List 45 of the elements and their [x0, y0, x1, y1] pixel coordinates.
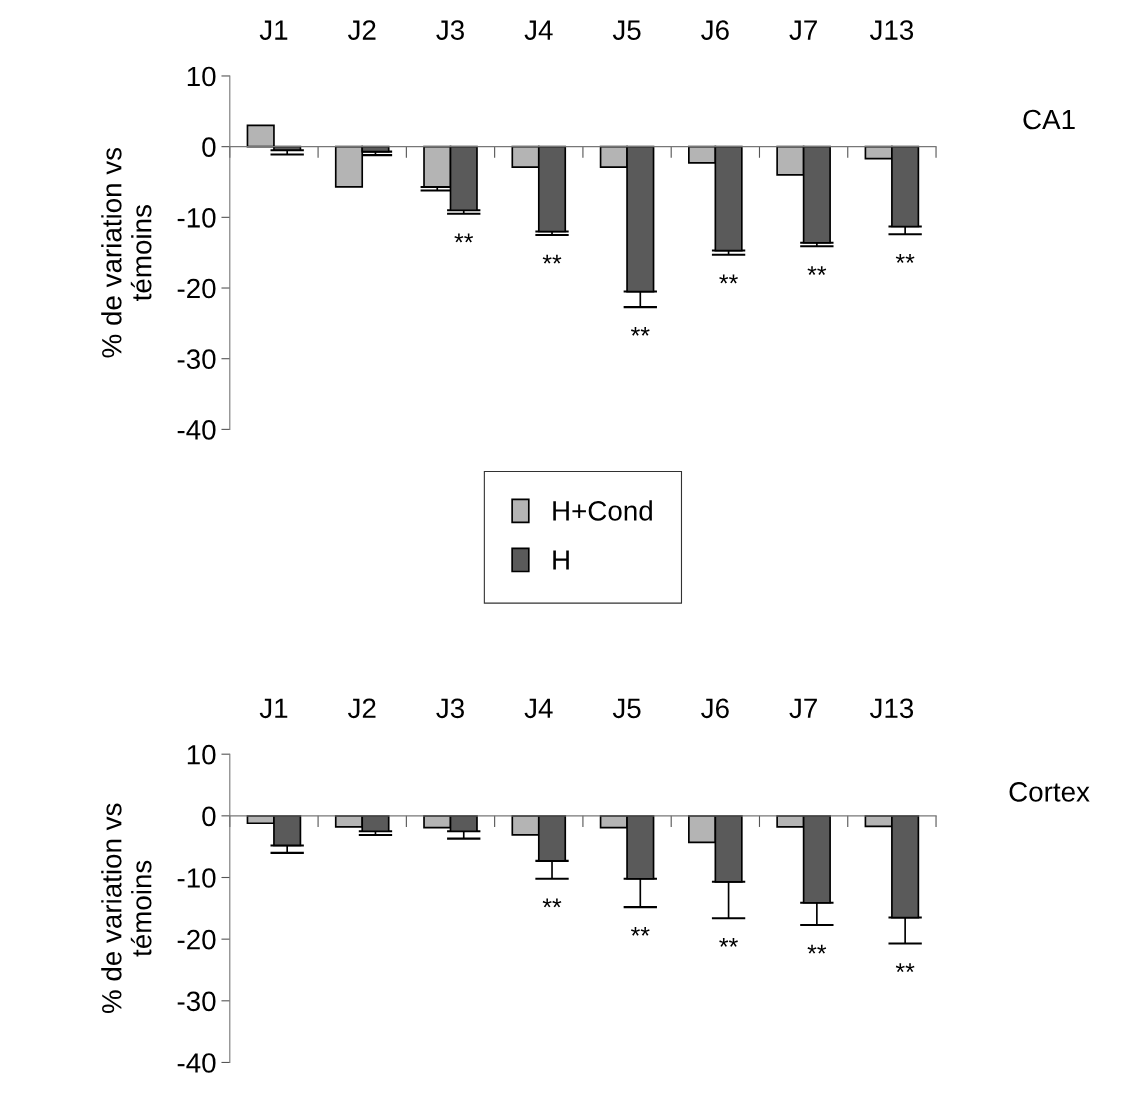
- x-tick-label: J13: [869, 698, 914, 719]
- annotation: **: [542, 254, 562, 264]
- annotation: **: [542, 898, 562, 908]
- y-tick-label: 10: [187, 66, 216, 87]
- annotation: **: [630, 926, 650, 936]
- y-tick-label: -30: [177, 349, 216, 370]
- y-tick-label: -40: [177, 1053, 216, 1073]
- y-tick-label: 10: [187, 744, 216, 765]
- annotation: **: [719, 938, 738, 947]
- x-tick-label: J13: [869, 20, 914, 40]
- annotation: **: [719, 274, 738, 284]
- y-axis-title: % de variation vs témoins: [101, 147, 152, 358]
- x-tick-label: J1: [259, 20, 288, 40]
- x-tick-label: J5: [612, 20, 641, 40]
- text: CA1: [1023, 109, 1075, 130]
- x-tick-label: J4: [524, 698, 553, 719]
- x-tick-label: J5: [612, 698, 641, 719]
- y-tick-label: 0: [202, 137, 216, 157]
- y-tick-label: -10: [177, 208, 216, 228]
- y-tick-label: -20: [177, 278, 216, 299]
- y-tick-label: -20: [177, 929, 216, 950]
- y-axis-title: % de variation vs témoins: [101, 803, 152, 1014]
- y-tick-label: -30: [177, 991, 216, 1012]
- annotation: **: [895, 254, 915, 263]
- legend-label: H: [553, 550, 569, 570]
- annotation: **: [454, 233, 474, 243]
- x-tick-label: J4: [524, 20, 553, 40]
- x-tick-label: J7: [789, 20, 817, 40]
- y-tick-label: 0: [202, 806, 216, 827]
- x-tick-label: J1: [259, 698, 288, 719]
- y-tick-label: -40: [177, 420, 216, 440]
- text: Cortex: [1009, 782, 1090, 802]
- x-tick-label: J6: [701, 20, 729, 40]
- annotation: **: [630, 326, 650, 336]
- annotation: **: [807, 266, 827, 275]
- x-tick-label: J3: [436, 698, 464, 719]
- x-tick-label: J7: [789, 698, 817, 719]
- annotation: **: [895, 963, 915, 973]
- legend-label: H+Cond: [553, 500, 652, 521]
- y-tick-label: -10: [177, 868, 216, 888]
- annotation: **: [807, 944, 827, 954]
- x-tick-label: J2: [347, 698, 376, 719]
- x-tick-label: J6: [701, 698, 729, 719]
- x-tick-label: J2: [347, 20, 376, 40]
- x-tick-label: J3: [436, 20, 464, 40]
